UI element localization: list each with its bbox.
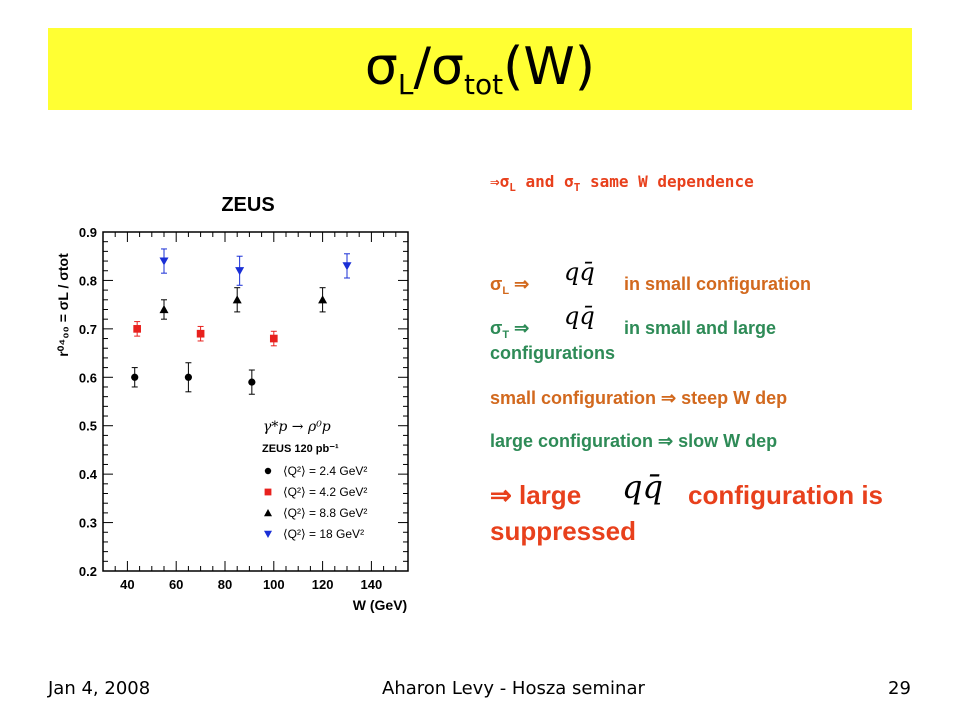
legend-process: γ*p → ρ⁰p (263, 419, 331, 435)
x-axis: 40 60 80 100 120 140 (102, 232, 409, 592)
bullet-conclusion-text: configuration is (688, 480, 883, 510)
footer-center: Aharon Levy - Hosza seminar (382, 678, 645, 699)
data-point-triangle-up (264, 509, 272, 517)
x-tick-label: 140 (361, 577, 383, 592)
y-tick-label: 0.6 (79, 370, 97, 385)
x-tick-label: 80 (218, 577, 232, 592)
y-tick-label: 0.2 (79, 564, 97, 579)
title-bar: σL/σtot(W) (48, 28, 912, 110)
y-tick-label: 0.7 (79, 322, 97, 337)
y-axis-label: r⁰⁴₀₀ = σL / σtot (55, 253, 71, 357)
data-point-square (264, 488, 272, 496)
qq-symbol: qq̄ (564, 302, 595, 330)
data-point-circle (184, 373, 192, 381)
x-axis-label: W (GeV) (353, 597, 407, 613)
data-point-triangle-up (232, 295, 242, 304)
y-axis: 0.2 0.3 0.4 0.5 0.6 0.7 0.8 0.9 (79, 225, 408, 579)
x-tick-label: 100 (263, 577, 285, 592)
data-point-circle (131, 373, 139, 381)
bullet-conclusion: ⇒ large (490, 480, 582, 510)
slide-title: σL/σtot(W) (364, 37, 596, 101)
bullet-small-config: small configuration ⇒ steep W dep (490, 388, 788, 408)
data-point-circle (248, 378, 256, 386)
qq-symbol: qq̄ (564, 258, 595, 286)
bullet-sigma-t: σT ⇒ (490, 318, 530, 341)
bullet-sigma-t-cont: configurations (490, 343, 615, 363)
bullet-sigma-l-text: in small configuration (624, 274, 812, 294)
data-point-square (196, 329, 205, 338)
bullet-same-dependence: ⇒σL and σT same W dependence (490, 172, 754, 194)
y-tick-label: 0.3 (79, 516, 97, 531)
x-tick-label: 40 (120, 577, 134, 592)
data-point-triangle-down (235, 267, 245, 276)
data-points (131, 248, 352, 395)
data-point-circle (264, 467, 272, 475)
legend: γ*p → ρ⁰p ZEUS 120 pb⁻¹ ⟨Q²⟩ = 2.4 GeV² ⟨… (262, 419, 367, 541)
data-point-triangle-up (318, 295, 328, 304)
footer-page-number: 29 (888, 678, 911, 699)
plot-frame (102, 231, 409, 572)
x-tick-label: 120 (312, 577, 334, 592)
data-point-triangle-down (342, 262, 352, 271)
x-tick-label: 60 (169, 577, 183, 592)
y-tick-label: 0.9 (79, 225, 97, 240)
bullet-conclusion-cont: suppressed (490, 516, 636, 546)
bullet-large-config: large configuration ⇒ slow W dep (490, 431, 778, 451)
data-point-triangle-down (264, 530, 272, 538)
data-point-square (269, 334, 278, 343)
legend-lumi: ZEUS 120 pb⁻¹ (262, 443, 339, 455)
y-tick-label: 0.4 (79, 467, 98, 482)
bullet-sigma-t-text: in small and large (624, 318, 777, 338)
qq-symbol-large: qq̄ (622, 468, 663, 506)
data-point-triangle-up (159, 304, 169, 314)
y-tick-label: 0.8 (79, 273, 97, 288)
legend-entry: ⟨Q²⟩ = 2.4 GeV² (283, 464, 367, 478)
y-tick-label: 0.5 (79, 419, 97, 434)
legend-entry: ⟨Q²⟩ = 8.8 GeV² (283, 506, 367, 520)
data-point-triangle-down (159, 257, 169, 266)
bullet-sigma-l: σL ⇒ (490, 274, 530, 297)
chart-title: ZEUS (221, 194, 274, 216)
data-point-square (133, 325, 141, 333)
legend-entry: ⟨Q²⟩ = 4.2 GeV² (283, 485, 367, 499)
footer-date: Jan 4, 2008 (48, 678, 151, 699)
legend-entry: ⟨Q²⟩ = 18 GeV² (283, 527, 364, 541)
